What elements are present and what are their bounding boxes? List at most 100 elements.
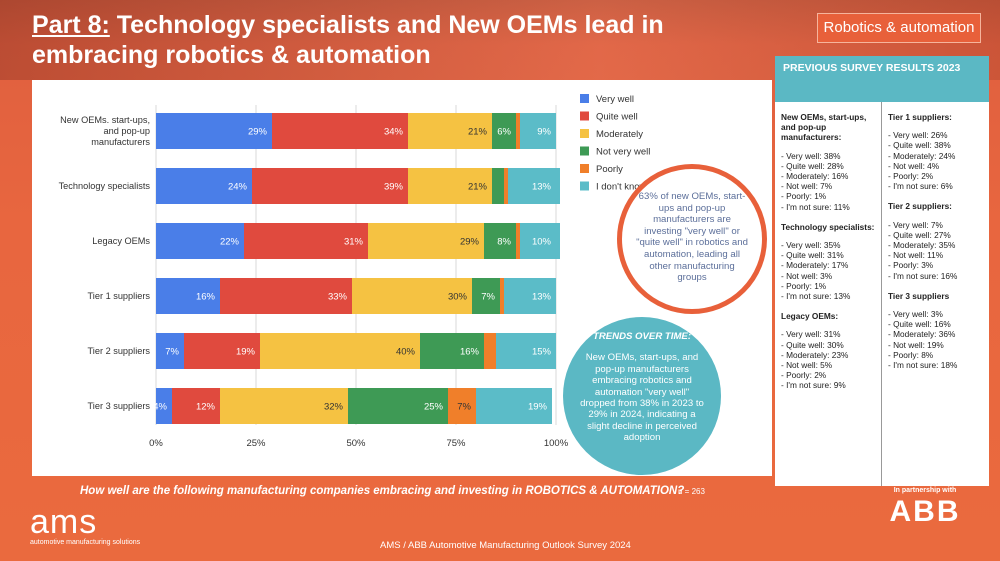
previous-results-item: - Poorly: 8% — [888, 349, 934, 360]
previous-results-group: Tier 1 suppliers: - Very well: 26% - Quite… — [888, 112, 985, 191]
x-tick-label: 0% — [149, 438, 163, 449]
previous-results-item: - Poorly: 1% — [781, 280, 827, 291]
category-label: and pop-up — [104, 126, 151, 136]
bar-segment — [348, 388, 448, 424]
legend-label: I don't know — [596, 182, 647, 193]
data-label: 24% — [228, 182, 248, 193]
bar-segment — [352, 278, 472, 314]
data-label: 16% — [196, 292, 216, 303]
category-label: New OEMs. start-ups, — [60, 115, 150, 125]
legend-swatch — [580, 94, 589, 103]
data-label: 19% — [236, 347, 256, 358]
bar-segment — [156, 168, 252, 204]
data-label: 33% — [328, 292, 348, 303]
previous-results-right-column: Tier 1 suppliers: - Very well: 26% - Quite… — [882, 102, 989, 486]
logo-subtitle: automotive manufacturing solutions — [30, 539, 141, 546]
bar-segment — [520, 113, 556, 149]
sample-size: n = 263 — [678, 487, 705, 496]
topic-tag: Robotics & automation — [817, 13, 981, 43]
bar-segment — [516, 223, 520, 259]
previous-results-item: - Quite well: 30% — [781, 339, 844, 350]
bar-segment — [156, 278, 220, 314]
legend-swatch — [580, 111, 589, 121]
previous-results-item: - I'm not sure: 9% — [781, 380, 846, 391]
bar-segment — [156, 333, 184, 369]
category-label: Legacy OEMs — [92, 236, 150, 246]
previous-results-item: - Poorly: 2% — [888, 171, 934, 182]
bar-segment — [472, 278, 500, 314]
previous-results-item: - Quite well: 27% — [888, 229, 951, 240]
previous-results-item: - Quite well: 31% — [781, 250, 844, 261]
previous-results-item: - Poorly: 3% — [888, 260, 934, 271]
trends-text: New OEMs, start-ups, and pop-up manufact… — [580, 352, 704, 444]
legend-label: Very well — [596, 94, 634, 105]
previous-results-item: - Moderately: 36% — [888, 329, 956, 340]
data-label: 19% — [528, 402, 548, 413]
bar-segment — [516, 113, 520, 149]
x-tick-label: 50% — [346, 438, 366, 449]
previous-results-item: - Very well: 31% — [781, 329, 841, 340]
previous-results-item: - I'm not sure: 13% — [781, 291, 851, 302]
previous-results-item: - I'm not sure: 18% — [888, 360, 958, 371]
category-label: manufacturers — [91, 137, 150, 147]
bar-segment — [448, 388, 476, 424]
previous-results-item: - Not well: 19% — [888, 339, 944, 350]
data-label: 29% — [460, 237, 480, 248]
category-label: Technology specialists — [59, 181, 151, 191]
data-label: 21% — [468, 182, 488, 193]
data-label: 31% — [344, 237, 364, 248]
previous-results-panel: PREVIOUS SURVEY RESULTS 2023 New OEMs, s… — [775, 56, 989, 486]
bar-segment — [476, 388, 552, 424]
previous-results-item: - Very well: 38% — [781, 150, 841, 161]
data-label: 15% — [532, 347, 552, 358]
bar-segment — [244, 223, 368, 259]
x-tick-label: 25% — [246, 438, 266, 449]
data-label: 22% — [220, 237, 240, 248]
previous-results-group: Tier 3 suppliers - Very well: 3% - Quite w… — [888, 291, 985, 370]
previous-results-group: New OEMs, start-ups, and pop-up manufact… — [781, 112, 877, 212]
footer-text: AMS / ABB Automotive Manufacturing Outlo… — [380, 540, 631, 551]
bar-segment — [484, 333, 496, 369]
legend-label: Not very well — [596, 147, 650, 158]
data-label: 25% — [424, 402, 444, 413]
bar-segment — [220, 278, 352, 314]
data-label: 21% — [468, 127, 488, 138]
bar-segment — [220, 388, 348, 424]
previous-results-item: - Moderately: 17% — [781, 260, 849, 271]
previous-results-item: - Quite well: 38% — [888, 140, 951, 151]
previous-results-item: - I'm not sure: 11% — [781, 201, 850, 212]
bar-segment — [504, 278, 556, 314]
category-label: Tier 2 suppliers — [88, 346, 151, 356]
bar-segment — [496, 333, 556, 369]
data-label: 10% — [532, 237, 552, 248]
data-label: 8% — [497, 237, 511, 248]
previous-results-group-title: Legacy OEMs: — [781, 311, 839, 322]
previous-results-item: - Moderately: 16% — [781, 171, 849, 182]
legend-label: Moderately — [596, 129, 643, 140]
bar-segment — [504, 168, 508, 204]
previous-results-item: - Not well: 7% — [781, 181, 833, 192]
previous-results-item: - I'm not sure: 16% — [888, 270, 958, 281]
legend-swatch — [580, 129, 589, 138]
data-label: 6% — [497, 127, 511, 138]
data-label: 7% — [165, 347, 179, 358]
previous-results-item: - Moderately: 23% — [781, 349, 849, 360]
callout-text: 63% of new OEMs, start-ups and pop-up ma… — [636, 191, 748, 284]
page-title: Part 8: Technology specialists and New O… — [32, 10, 752, 70]
data-label: 40% — [396, 347, 416, 358]
stacked-bar-chart: 0%25%50%75%100%29%34%21%6%1%9%New OEMs. … — [59, 94, 650, 449]
partner-block: In partnership with ABB — [880, 487, 970, 530]
previous-results-group-title: Tier 3 suppliers — [888, 290, 950, 301]
bar-segment — [520, 223, 560, 259]
previous-results-heading: PREVIOUS SURVEY RESULTS 2023 — [775, 56, 989, 102]
previous-results-item: - Not well: 3% — [781, 270, 833, 281]
previous-results-item: - Quite well: 16% — [888, 319, 951, 330]
previous-results-group-title: New OEMs, start-ups, and pop-up manufact… — [781, 112, 867, 143]
data-label: 34% — [384, 127, 404, 138]
bar-segment — [272, 113, 408, 149]
previous-results-item: - Moderately: 24% — [888, 150, 956, 161]
bar-segment — [484, 223, 516, 259]
bar-segment — [508, 168, 560, 204]
data-label: 9% — [537, 127, 551, 138]
previous-results-group: Legacy OEMs: - Very well: 31% - Quite well… — [781, 311, 877, 390]
